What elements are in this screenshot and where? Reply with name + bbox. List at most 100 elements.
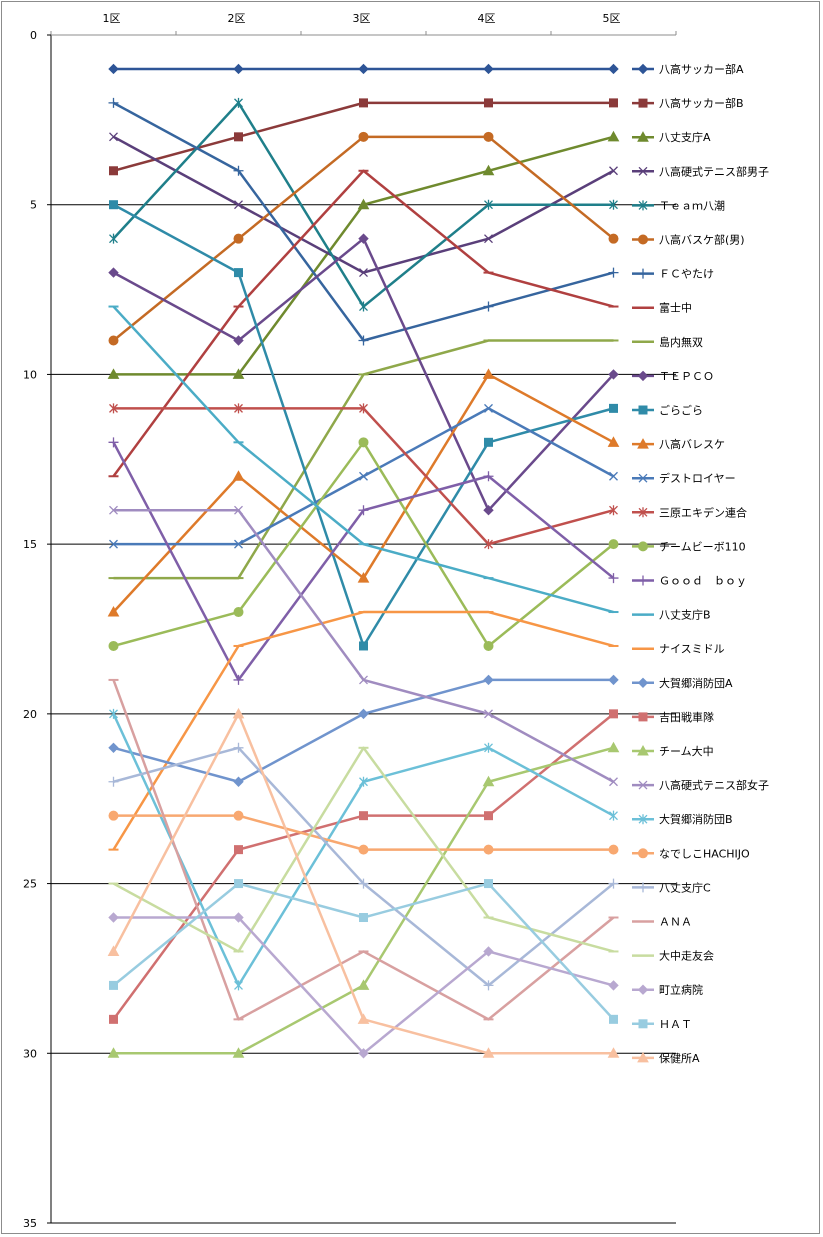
series-6-point-4 (483, 131, 494, 142)
legend-label-23: 大賀郷消防団B (659, 812, 733, 826)
series-13-point-5 (609, 471, 618, 481)
legend-item-28: 町立病院 (632, 983, 703, 997)
series-2-point-3 (359, 98, 368, 108)
legend-label-1: 八高サッカー部A (659, 62, 744, 76)
series-24-point-3 (358, 844, 369, 855)
series-14-point-3 (359, 403, 368, 414)
legend-marker-20 (638, 712, 648, 722)
legend-item-15: チームビーボ110 (632, 540, 746, 553)
legend-marker-2 (638, 98, 648, 108)
series-11-point-4 (484, 437, 493, 447)
series-29-point-5 (609, 1014, 618, 1024)
series-3-point-5 (607, 130, 620, 142)
series-2-point-2 (234, 132, 243, 142)
series-18 (108, 610, 619, 851)
series-6 (108, 131, 619, 346)
series-19-point-2 (233, 776, 244, 787)
legend-item-18: ナイスミドル (632, 643, 725, 656)
series-24-point-5 (608, 844, 619, 855)
legend-item-13: デストロイヤー (632, 471, 736, 485)
series-7-point-5 (608, 267, 619, 278)
legend-label-21: チーム大中 (659, 744, 714, 758)
legend-label-27: 大中走友会 (659, 949, 714, 963)
series-4 (109, 132, 618, 278)
legend-label-6: 八高バスケ部(男) (659, 233, 745, 247)
series-12-point-1 (107, 605, 120, 617)
series-4-point-5 (609, 166, 618, 176)
legend-label-29: ＨＡＴ (659, 1018, 692, 1031)
series-14-point-4 (484, 539, 493, 550)
legend-marker-3 (637, 131, 649, 142)
series-16 (108, 437, 619, 685)
series-17 (108, 305, 619, 614)
series-16-point-2 (233, 674, 244, 685)
legend-label-2: 八高サッカー部B (659, 96, 744, 110)
series-5-point-3 (359, 301, 368, 312)
x-tick-label-5: 5区 (603, 12, 621, 25)
legend-item-20: 吉田戦車隊 (632, 710, 714, 724)
series-1-point-2 (233, 63, 244, 75)
series-14 (109, 403, 618, 550)
y-tick-label-15: 15 (23, 538, 37, 551)
series-13-point-3 (359, 471, 368, 481)
legend-marker-10 (637, 370, 649, 382)
series-7-point-4 (483, 301, 494, 312)
series-1-point-3 (358, 63, 369, 75)
legend-item-6: 八高バスケ部(男) (632, 233, 745, 247)
series-29-point-1 (109, 980, 118, 990)
series-28-point-3 (358, 1048, 369, 1059)
series-lines (107, 63, 620, 1059)
series-15-point-2 (233, 607, 244, 618)
series-16-point-5 (608, 573, 619, 584)
legend-item-2: 八高サッカー部B (632, 96, 744, 110)
series-20-point-5 (609, 709, 618, 719)
series-3-point-2 (232, 368, 245, 379)
legend-label-26: ＡＮＡ (659, 916, 692, 929)
series-5-point-5 (609, 199, 618, 210)
legend-label-4: 八高硬式テニス部男子 (659, 164, 769, 178)
series-25-point-1 (108, 776, 119, 787)
series-19-point-3 (358, 708, 369, 720)
legend-marker-28 (637, 984, 649, 995)
legend-item-17: 八丈支庁B (632, 608, 711, 622)
series-line-17 (112, 305, 614, 614)
series-15-point-4 (483, 640, 494, 651)
series-29 (109, 879, 618, 1024)
x-tick-label-1: 1区 (103, 12, 121, 25)
series-4-point-2 (234, 200, 243, 210)
legend-item-3: 八丈支庁A (632, 130, 711, 144)
series-14-point-5 (609, 505, 618, 516)
x-tick-label-4: 4区 (478, 12, 496, 25)
legend-item-10: ＴＥＰＣＯ (632, 370, 714, 383)
series-22-point-3 (359, 675, 368, 685)
series-24 (108, 810, 619, 855)
series-line-24 (113, 814, 614, 851)
series-1 (108, 63, 619, 75)
series-29-point-4 (484, 879, 493, 889)
series-12-point-2 (232, 470, 245, 481)
series-21-point-5 (607, 741, 620, 753)
series-11-point-1 (109, 200, 118, 210)
series-7-point-2 (233, 165, 244, 176)
series-28-point-5 (608, 980, 619, 991)
legend-label-8: 富士中 (659, 301, 692, 315)
y-tick-label-5: 5 (30, 199, 37, 212)
legend-marker-29 (638, 1019, 648, 1029)
series-22-point-4 (484, 709, 493, 719)
legend-label-3: 八丈支庁A (659, 130, 711, 144)
series-21-point-4 (482, 775, 495, 787)
legend-marker-11 (638, 405, 648, 415)
series-8 (108, 169, 619, 478)
legend-marker-5 (638, 200, 648, 211)
x-tick-label-3: 3区 (353, 12, 371, 25)
series-30-point-3 (357, 1013, 370, 1024)
x-tick-label-2: 2区 (228, 12, 246, 25)
series-25-point-3 (358, 878, 369, 889)
series-30-point-5 (607, 1047, 620, 1058)
series-21-point-3 (357, 979, 370, 990)
legend-item-9: 島内無双 (632, 335, 703, 349)
series-21-point-1 (107, 1047, 120, 1058)
legend-marker-12 (637, 438, 649, 449)
legend-item-1: 八高サッカー部A (632, 62, 744, 76)
series-15 (108, 437, 619, 651)
